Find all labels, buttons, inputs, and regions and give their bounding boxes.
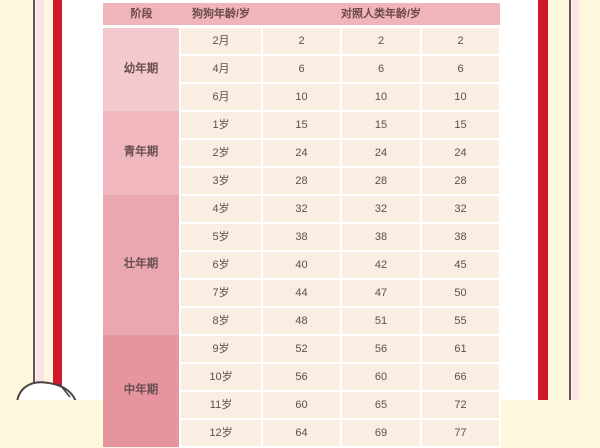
frame-pink-stripe-left: [36, 0, 44, 400]
human-age-cell: 2: [340, 25, 422, 56]
red-border-right: [538, 0, 548, 400]
human-age-cell: 15: [420, 110, 501, 140]
human-age-cell: 6: [420, 54, 501, 84]
human-age-cell: 52: [261, 334, 342, 364]
human-age-cell: 6: [340, 54, 422, 84]
dog-age-cell: 5岁: [179, 222, 263, 252]
table-body: 幼年期 2月 2 2 2 4月 6 6 6 6月 10 10 10 青年期 1岁 15 15 15 2岁 24 24 24…: [103, 25, 501, 448]
table-row: 5岁 38 38 38: [103, 222, 501, 252]
human-age-cell: 61: [420, 334, 501, 364]
dog-age-cell: 6月: [179, 82, 263, 112]
human-age-cell: 38: [340, 222, 422, 252]
dog-age-cell: 11岁: [179, 390, 263, 420]
table-row: 3岁 28 28 28: [103, 166, 501, 196]
human-age-cell: 24: [340, 138, 422, 168]
dog-human-age-table: 阶段 狗狗年龄/岁 对照人类年龄/岁 幼年期 2月 2 2 2 4月 6 6 6 6月 10 10 10…: [103, 3, 501, 448]
animal-ear-illustration: [16, 381, 77, 400]
frame-line-left: [33, 0, 35, 400]
human-age-cell: 24: [420, 138, 501, 168]
table-row: 10岁 56 60 66: [103, 362, 501, 392]
human-age-cell: 6: [261, 54, 342, 84]
red-border-left: [53, 0, 62, 400]
stage-cell: 壮年期: [103, 195, 181, 335]
human-age-cell: 51: [340, 306, 422, 336]
stage-cell: 中年期: [103, 335, 181, 447]
table-row: 2岁 24 24 24: [103, 138, 501, 168]
human-age-cell: 10: [261, 82, 342, 112]
human-age-cell: 2: [261, 25, 342, 56]
human-age-cell: 44: [261, 278, 342, 308]
human-age-cell: 32: [261, 194, 342, 224]
frame-pink-stripe-right: [572, 0, 579, 400]
human-age-cell: 66: [420, 362, 501, 392]
header-dog-age: 狗狗年龄/岁: [180, 3, 262, 28]
human-age-cell: 40: [261, 250, 342, 280]
stage-cell: 青年期: [103, 111, 181, 195]
human-age-cell: 65: [340, 390, 422, 420]
human-age-cell: 10: [340, 82, 422, 112]
human-age-cell: 55: [420, 306, 501, 336]
human-age-cell: 28: [340, 166, 422, 196]
human-age-cell: 38: [261, 222, 342, 252]
dog-age-cell: 3岁: [179, 166, 263, 196]
table-row: 7岁 44 47 50: [103, 278, 501, 308]
human-age-cell: 56: [261, 362, 342, 392]
stage-cell: 幼年期: [103, 26, 181, 111]
human-age-cell: 38: [420, 222, 501, 252]
human-age-cell: 48: [261, 306, 342, 336]
dog-age-cell: 2月: [179, 25, 263, 56]
dog-age-cell: 4岁: [179, 194, 263, 224]
human-age-cell: 28: [261, 166, 342, 196]
header-row: 阶段 狗狗年龄/岁 对照人类年龄/岁: [103, 3, 500, 28]
table-row: 6月 10 10 10: [103, 82, 501, 112]
human-age-cell: 69: [340, 418, 422, 448]
human-age-cell: 2: [420, 25, 501, 56]
human-age-cell: 24: [261, 138, 342, 168]
table-row: 中年期 9岁 52 56 61: [103, 334, 501, 447]
human-age-cell: 32: [340, 194, 422, 224]
human-age-cell: 77: [420, 418, 501, 448]
human-age-cell: 60: [261, 390, 342, 420]
human-age-cell: 64: [261, 418, 342, 448]
human-age-cell: 15: [261, 110, 342, 140]
human-age-cell: 42: [340, 250, 422, 280]
table-row: 8岁 48 51 55: [103, 306, 501, 336]
table-row: 幼年期 2月 2 2 2: [103, 25, 501, 111]
human-age-cell: 72: [420, 390, 501, 420]
dog-age-cell: 4月: [179, 54, 263, 84]
dog-age-cell: 2岁: [179, 138, 263, 168]
frame-line-right: [569, 0, 571, 400]
dog-age-cell: 12岁: [179, 418, 263, 448]
dog-age-cell: 10岁: [179, 362, 263, 392]
human-age-cell: 60: [340, 362, 422, 392]
human-age-cell: 32: [420, 194, 501, 224]
dog-age-cell: 8岁: [179, 306, 263, 336]
table-row: 6岁 40 42 45: [103, 250, 501, 280]
dog-age-cell: 9岁: [179, 334, 263, 364]
table-row: 4月 6 6 6: [103, 54, 501, 84]
human-age-cell: 10: [420, 82, 501, 112]
dog-age-cell: 7岁: [179, 278, 263, 308]
dog-age-cell: 6岁: [179, 250, 263, 280]
header-human-age: 对照人类年龄/岁: [262, 3, 500, 28]
human-age-cell: 15: [340, 110, 422, 140]
human-age-cell: 56: [340, 334, 422, 364]
human-age-cell: 47: [340, 278, 422, 308]
table-row: 壮年期 4岁 32 32 32: [103, 194, 501, 335]
header-stage: 阶段: [103, 3, 180, 28]
table-row: 青年期 1岁 15 15 15: [103, 110, 501, 195]
human-age-cell: 28: [420, 166, 501, 196]
human-age-cell: 45: [420, 250, 501, 280]
human-age-cell: 50: [420, 278, 501, 308]
dog-age-cell: 1岁: [179, 110, 263, 140]
